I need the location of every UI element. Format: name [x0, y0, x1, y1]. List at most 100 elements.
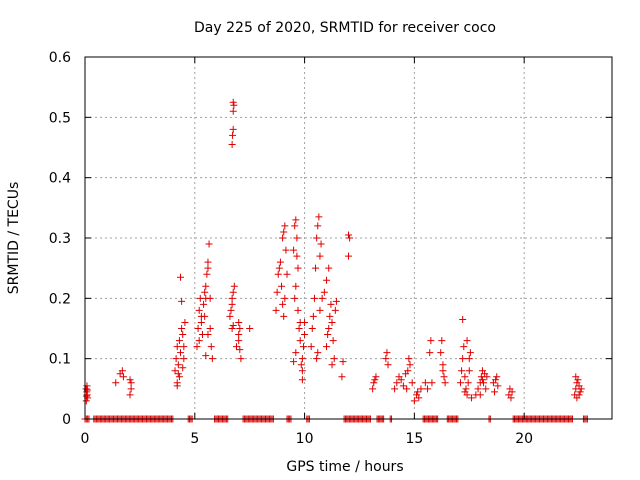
data-point [483, 373, 491, 381]
data-point [178, 325, 186, 332]
data-point [273, 288, 281, 296]
data-point [283, 270, 291, 278]
tick-labels: 0 0.1 0.2 0.3 0.4 0.5 0.6 0 5 10 15 20 [49, 50, 533, 447]
data-point [206, 325, 214, 332]
data-point [246, 325, 254, 332]
data-point [293, 252, 301, 260]
data-point [226, 312, 234, 320]
data-point [316, 252, 324, 260]
data-point [174, 361, 182, 369]
data-point [461, 373, 469, 381]
data-point [424, 385, 432, 393]
data-point [205, 240, 213, 248]
data-point [292, 349, 300, 357]
data-point [228, 300, 236, 308]
axis-ticks [84, 56, 612, 420]
data-point [441, 379, 449, 387]
data-point [175, 337, 183, 345]
data-point [461, 388, 469, 396]
data-point [197, 312, 205, 320]
data-point [308, 325, 316, 332]
data-point [274, 270, 282, 278]
data-point [328, 361, 336, 369]
data-point [118, 367, 126, 375]
data-point [345, 231, 352, 239]
data-point [236, 325, 244, 332]
data-point [299, 343, 307, 351]
data-point [403, 385, 411, 393]
data-points [81, 98, 591, 423]
data-point [228, 325, 236, 332]
data-point [462, 385, 470, 393]
data-point [428, 379, 436, 387]
y-tick-label: 0.4 [49, 171, 71, 187]
chart-title: Day 225 of 2020, SRMTID for receiver coc… [194, 20, 496, 36]
data-point [466, 349, 474, 357]
y-tick-label: 0.6 [49, 50, 71, 66]
data-point [382, 355, 390, 363]
data-point [467, 394, 475, 402]
data-point [325, 325, 333, 332]
data-point [292, 282, 300, 290]
data-point [278, 282, 286, 290]
data-point [330, 355, 338, 363]
data-point [180, 343, 188, 351]
data-point [314, 222, 322, 230]
data-point [427, 337, 435, 345]
data-point [279, 234, 287, 242]
data-point [426, 349, 434, 357]
data-point [204, 264, 212, 272]
data-point [171, 367, 179, 375]
y-tick-label: 0 [62, 412, 71, 428]
data-point [201, 288, 209, 296]
data-point [229, 107, 237, 115]
data-point [204, 331, 212, 339]
data-point [298, 355, 306, 363]
data-point [393, 379, 401, 387]
data-point [421, 379, 429, 387]
data-point [459, 355, 467, 363]
data-point [438, 337, 446, 345]
data-point [83, 392, 91, 400]
data-point [323, 343, 331, 351]
data-point [478, 376, 486, 384]
data-point [276, 258, 284, 266]
data-point [295, 325, 303, 332]
data-point [195, 306, 203, 314]
data-point [329, 337, 337, 345]
data-point [313, 355, 321, 363]
data-point [307, 343, 315, 351]
data-point [177, 349, 185, 357]
data-point [290, 246, 298, 254]
data-point [175, 373, 183, 381]
data-point [193, 343, 201, 351]
data-point [507, 394, 515, 402]
data-point [230, 101, 238, 109]
data-point [439, 367, 447, 375]
data-point [126, 391, 134, 399]
data-point [206, 294, 214, 302]
data-point [383, 349, 391, 357]
data-point [204, 258, 212, 266]
data-point [281, 222, 289, 230]
data-point [227, 306, 235, 314]
data-point [272, 306, 280, 314]
data-point [180, 355, 188, 363]
data-point [296, 337, 304, 345]
data-point [301, 331, 309, 339]
data-point [294, 264, 302, 272]
data-point [127, 385, 135, 393]
data-point [279, 300, 287, 308]
data-point [208, 355, 216, 363]
data-point [203, 270, 211, 278]
data-point [391, 385, 399, 393]
data-point [492, 376, 500, 384]
data-point [372, 373, 380, 381]
data-point [197, 318, 205, 326]
data-point [577, 385, 585, 393]
data-point [465, 355, 473, 363]
data-point [178, 297, 186, 305]
data-point [324, 331, 332, 339]
data-point [371, 376, 379, 384]
